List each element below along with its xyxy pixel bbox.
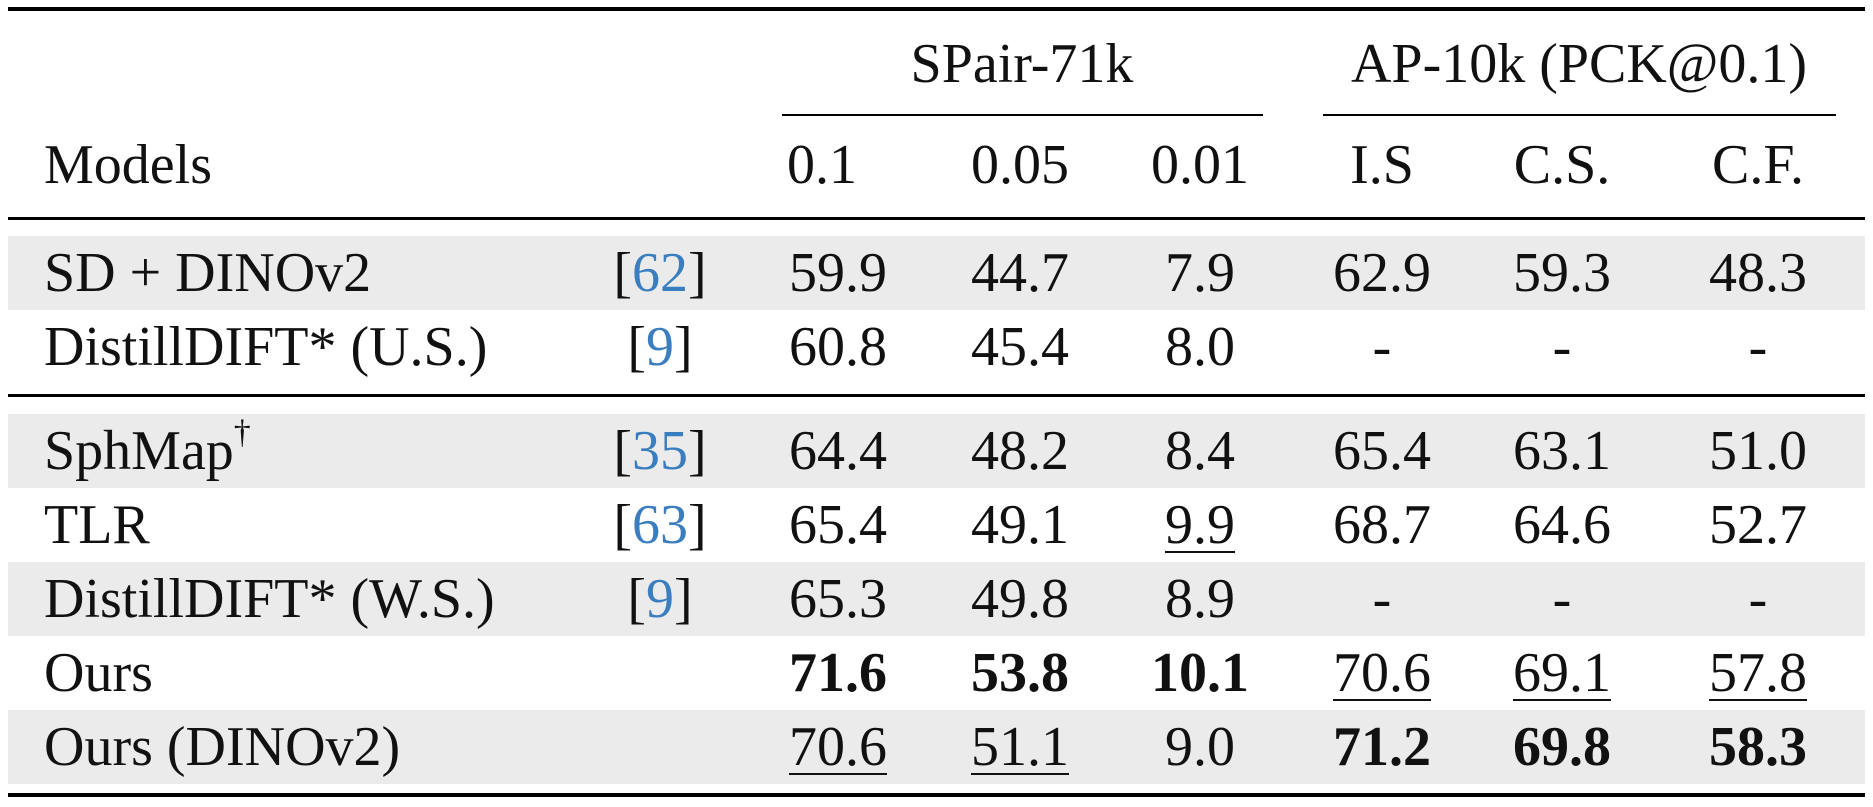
value-ap10k-cs: 69.1 [1513, 642, 1611, 704]
value-spair-0.01: 7.9 [1165, 242, 1235, 304]
model-name: DistillDIFT* (U.S.) [44, 316, 488, 378]
value-spair-0.05: 51.1 [971, 716, 1069, 778]
model-name: DistillDIFT* (W.S.) [44, 568, 495, 630]
citation: [9] [627, 568, 693, 630]
dagger-mark: † [233, 414, 251, 451]
value-spair-0.01: 9.0 [1165, 716, 1235, 778]
value-spair-0.05: 49.8 [971, 568, 1069, 630]
group-header-ap10k: AP-10k (PCK@0.1) [1350, 33, 1808, 95]
value-spair-0.05: 48.2 [971, 420, 1069, 482]
bottom-rule [8, 793, 1865, 797]
col-header-models: Models [44, 134, 212, 196]
top-rule [8, 7, 1865, 11]
value-spair-0.05: 53.8 [971, 642, 1069, 704]
group-header-spair: SPair-71k [910, 33, 1134, 95]
col-header-is: I.S [1350, 134, 1414, 196]
value-spair-0.1: 70.6 [789, 716, 887, 778]
header-rule [8, 217, 1865, 220]
value-ap10k-is: 71.2 [1333, 716, 1431, 778]
value-spair-0.1: 65.4 [789, 494, 887, 556]
value-ap10k-cs: 63.1 [1513, 420, 1611, 482]
value-ap10k-cf: - [1748, 316, 1768, 378]
value-spair-0.1: 64.4 [789, 420, 887, 482]
col-header-0.01: 0.01 [1151, 134, 1249, 196]
value-spair-0.01: 9.9 [1165, 494, 1235, 556]
value-ap10k-cf: 57.8 [1709, 642, 1807, 704]
value-spair-0.01: 8.0 [1165, 316, 1235, 378]
value-ap10k-cf: - [1748, 568, 1768, 630]
col-header-cs: C.S. [1513, 134, 1611, 196]
value-spair-0.01: 8.4 [1165, 420, 1235, 482]
model-name: SphMap† [44, 414, 251, 483]
value-ap10k-cs: 59.3 [1513, 242, 1611, 304]
value-spair-0.01: 10.1 [1151, 642, 1249, 704]
value-spair-0.01: 8.9 [1165, 568, 1235, 630]
value-ap10k-is: - [1372, 316, 1392, 378]
value-spair-0.1: 65.3 [789, 568, 887, 630]
table-row: SphMap† [35] 64.4 48.2 8.4 65.4 63.1 51.… [8, 414, 1865, 488]
table-row: DistillDIFT* (U.S.) [9] 60.8 45.4 8.0 - … [8, 310, 1865, 384]
section-rule [8, 394, 1865, 397]
ap10k-group-rule [1323, 114, 1836, 116]
model-name: Ours [44, 642, 153, 704]
value-ap10k-is: 68.7 [1333, 494, 1431, 556]
citation: [9] [627, 316, 693, 378]
col-header-cf: C.F. [1711, 134, 1805, 196]
value-ap10k-cs: 64.6 [1513, 494, 1611, 556]
model-name: TLR [44, 494, 150, 556]
value-spair-0.05: 44.7 [971, 242, 1069, 304]
citation: [35] [613, 420, 707, 482]
model-name: Ours (DINOv2) [44, 716, 401, 778]
value-spair-0.1: 71.6 [789, 642, 887, 704]
value-ap10k-cf: 51.0 [1709, 420, 1807, 482]
table-row: TLR [63] 65.4 49.1 9.9 68.7 64.6 52.7 [8, 488, 1865, 562]
value-ap10k-cf: 58.3 [1709, 716, 1807, 778]
value-spair-0.1: 59.9 [789, 242, 887, 304]
col-header-0.05: 0.05 [971, 134, 1069, 196]
value-spair-0.1: 60.8 [789, 316, 887, 378]
value-spair-0.05: 45.4 [971, 316, 1069, 378]
citation: [62] [613, 242, 707, 304]
value-spair-0.05: 49.1 [971, 494, 1069, 556]
table-row: DistillDIFT* (W.S.) [9] 65.3 49.8 8.9 - … [8, 562, 1865, 636]
col-header-0.1: 0.1 [787, 134, 857, 196]
table-row: SD + DINOv2 [62] 59.9 44.7 7.9 62.9 59.3… [8, 236, 1865, 310]
value-ap10k-is: 70.6 [1333, 642, 1431, 704]
value-ap10k-cf: 48.3 [1709, 242, 1807, 304]
model-name: SD + DINOv2 [44, 242, 372, 304]
value-ap10k-cf: 52.7 [1709, 494, 1807, 556]
spair-group-rule [782, 114, 1263, 116]
table-row: Ours 71.6 53.8 10.1 70.6 69.1 57.8 [8, 636, 1865, 710]
value-ap10k-is: 62.9 [1333, 242, 1431, 304]
value-ap10k-cs: 69.8 [1513, 716, 1611, 778]
value-ap10k-is: 65.4 [1333, 420, 1431, 482]
table-row: Ours (DINOv2) 70.6 51.1 9.0 71.2 69.8 58… [8, 710, 1865, 784]
value-ap10k-cs: - [1552, 316, 1572, 378]
value-ap10k-is: - [1372, 568, 1392, 630]
value-ap10k-cs: - [1552, 568, 1572, 630]
citation: [63] [613, 494, 707, 556]
